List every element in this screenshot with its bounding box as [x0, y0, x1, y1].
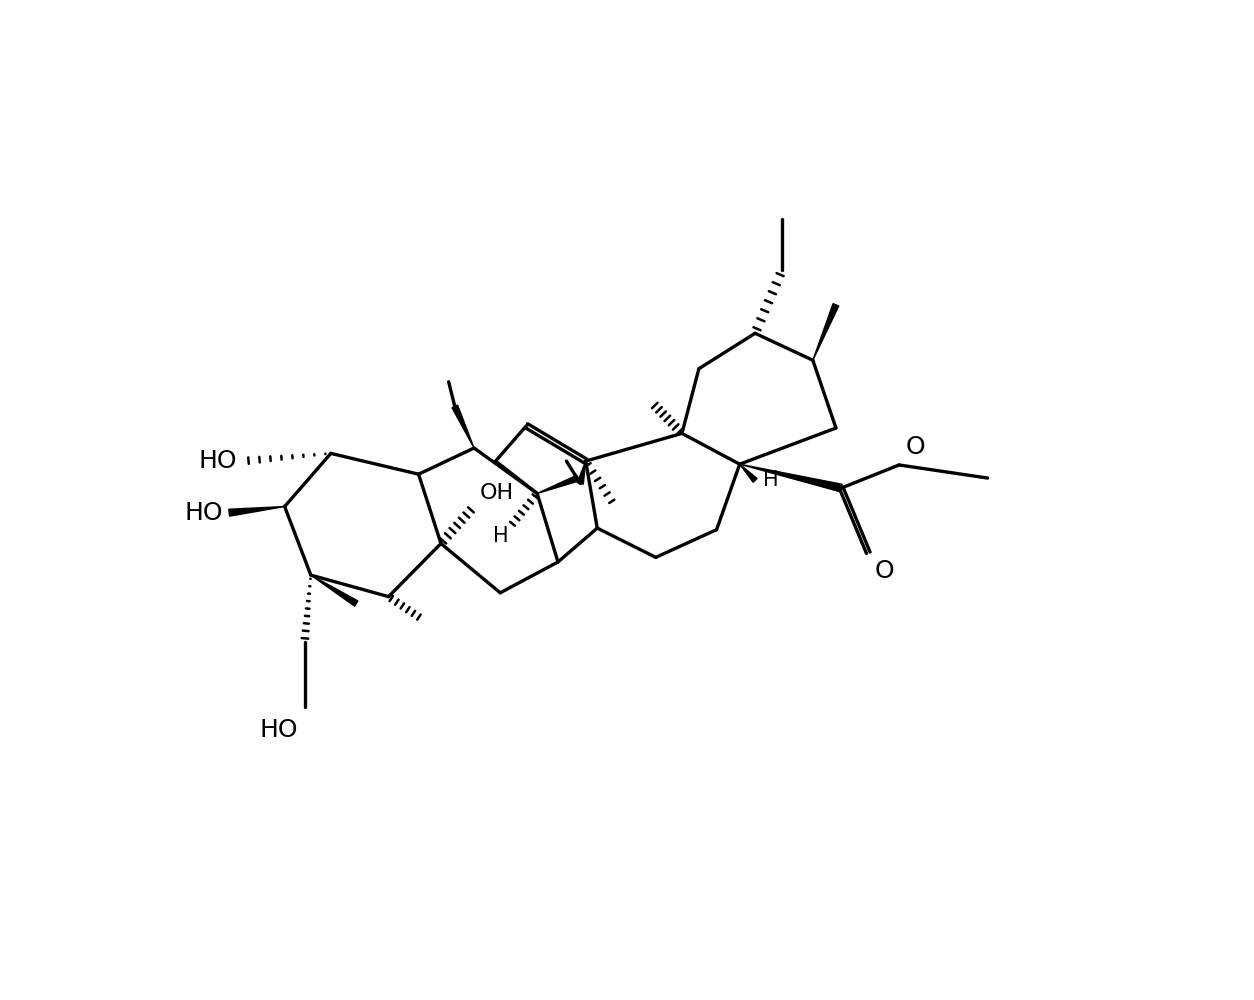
Polygon shape [813, 304, 839, 360]
Polygon shape [311, 575, 357, 606]
Text: H: H [493, 526, 509, 546]
Polygon shape [740, 464, 843, 492]
Text: O: O [874, 559, 894, 583]
Polygon shape [740, 464, 757, 482]
Text: OH: OH [479, 483, 514, 503]
Polygon shape [537, 475, 579, 493]
Text: O: O [905, 435, 925, 459]
Polygon shape [451, 405, 474, 448]
Polygon shape [577, 461, 586, 484]
Text: HO: HO [184, 501, 223, 525]
Polygon shape [228, 507, 285, 516]
Text: HO: HO [198, 449, 237, 473]
Text: HO: HO [260, 718, 298, 742]
Text: H: H [762, 470, 779, 490]
